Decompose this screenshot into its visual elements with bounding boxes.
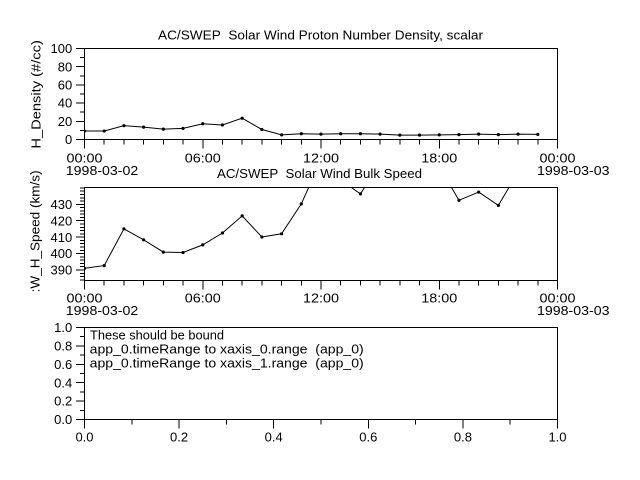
svg-text:0: 0 [65, 132, 72, 147]
svg-text:1998-03-03: 1998-03-03 [537, 303, 610, 318]
svg-text:12:00: 12:00 [303, 151, 339, 166]
svg-text:0.2: 0.2 [170, 430, 188, 445]
svg-text:1998-03-02: 1998-03-02 [66, 163, 139, 178]
svg-text:420: 420 [50, 213, 72, 228]
svg-text:430: 430 [50, 197, 72, 212]
svg-text:These should be bound: These should be bound [90, 328, 224, 343]
svg-text:00:00: 00:00 [67, 291, 103, 306]
svg-text:0.8: 0.8 [54, 339, 72, 354]
svg-text:0.8: 0.8 [454, 430, 472, 445]
svg-text:0.2: 0.2 [54, 394, 72, 409]
svg-text:app_0.timeRange to xaxis_0.ran: app_0.timeRange to xaxis_0.range (app_0) [90, 342, 364, 357]
svg-text:18:00: 18:00 [421, 151, 457, 166]
svg-text:00:00: 00:00 [540, 291, 576, 306]
svg-text::W_H_Speed (km/s): :W_H_Speed (km/s) [28, 170, 43, 292]
svg-text:0.6: 0.6 [359, 430, 377, 445]
svg-text:80: 80 [58, 59, 72, 74]
svg-text:1998-03-03: 1998-03-03 [537, 163, 610, 178]
svg-text:0.0: 0.0 [75, 430, 93, 445]
svg-text:AC/SWEP Solar Wind Bulk Speed: AC/SWEP Solar Wind Bulk Speed [217, 166, 422, 181]
svg-text:12:00: 12:00 [303, 291, 339, 306]
svg-text:0.4: 0.4 [54, 375, 72, 390]
svg-text:06:00: 06:00 [185, 151, 221, 166]
svg-text:00:00: 00:00 [540, 151, 576, 166]
svg-text:40: 40 [58, 96, 72, 111]
svg-text:0.6: 0.6 [54, 357, 72, 372]
svg-text:AC/SWEP Solar Wind Proton Num: AC/SWEP Solar Wind Proton Number Density… [158, 27, 484, 42]
svg-text:0.4: 0.4 [265, 430, 283, 445]
svg-text:390: 390 [50, 263, 72, 278]
svg-text:06:00: 06:00 [185, 291, 221, 306]
svg-text:app_0.timeRange to xaxis_1.ran: app_0.timeRange to xaxis_1.range (app_0) [90, 356, 364, 371]
svg-text:18:00: 18:00 [421, 291, 457, 306]
svg-text:60: 60 [58, 78, 72, 93]
svg-text:400: 400 [50, 246, 72, 261]
svg-text:1.0: 1.0 [548, 430, 566, 445]
svg-text:0.0: 0.0 [54, 412, 72, 427]
svg-text:1.0: 1.0 [54, 320, 72, 335]
svg-text:00:00: 00:00 [67, 151, 103, 166]
svg-text:20: 20 [58, 114, 72, 129]
svg-text:100: 100 [50, 41, 72, 56]
svg-text:H_Density (#/cc): H_Density (#/cc) [29, 40, 44, 148]
svg-text:410: 410 [50, 230, 72, 245]
svg-text:1998-03-02: 1998-03-02 [66, 303, 139, 318]
